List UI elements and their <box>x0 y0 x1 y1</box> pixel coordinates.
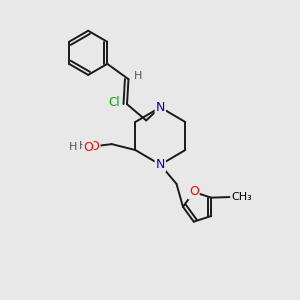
Text: H: H <box>69 142 77 152</box>
Text: O: O <box>189 185 199 199</box>
Text: H: H <box>134 71 142 81</box>
Text: N: N <box>156 101 165 114</box>
Text: CH₃: CH₃ <box>232 192 253 202</box>
Text: N: N <box>156 158 165 171</box>
Text: Cl: Cl <box>109 96 121 109</box>
Text: O: O <box>83 141 93 154</box>
Text: H: H <box>79 142 87 152</box>
Text: O: O <box>90 140 100 153</box>
